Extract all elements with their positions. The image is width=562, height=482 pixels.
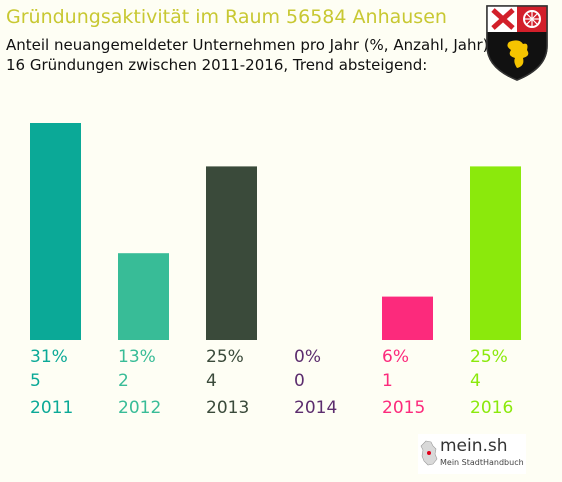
chart-title: Gründungsaktivität im Raum 56584 Anhause… (6, 6, 447, 28)
year-label-2015: 2015 (382, 398, 425, 418)
count-label-2016: 4 (470, 371, 481, 391)
percent-label-2014: 0% (294, 347, 321, 367)
count-label-2013: 4 (206, 371, 217, 391)
count-label-2011: 5 (30, 371, 41, 391)
bar-2013 (206, 166, 257, 340)
year-label-2016: 2016 (470, 398, 513, 418)
percent-label-2012: 13% (118, 347, 156, 367)
year-label-2013: 2013 (206, 398, 249, 418)
year-label-2014: 2014 (294, 398, 337, 418)
year-label-2011: 2011 (30, 398, 73, 418)
percent-label-2011: 31% (30, 347, 68, 367)
count-label-2012: 2 (118, 371, 129, 391)
logo-tagline: Mein StadtHandbuch (440, 458, 524, 467)
coat-of-arms-icon (486, 5, 548, 81)
bar-2011 (30, 123, 81, 340)
percent-label-2016: 25% (470, 347, 508, 367)
chart-subtitle-line2: 16 Gründungen zwischen 2011-2016, Trend … (6, 56, 428, 74)
bar-2015 (382, 296, 433, 340)
percent-label-2015: 6% (382, 347, 409, 367)
bar-2016 (470, 166, 521, 340)
year-label-2012: 2012 (118, 398, 161, 418)
percent-label-2013: 25% (206, 347, 244, 367)
count-label-2014: 0 (294, 371, 305, 391)
bar-2012 (118, 253, 169, 340)
chart-subtitle-line1: Anteil neuangemeldeter Unternehmen pro J… (6, 36, 489, 54)
germany-map-icon (420, 440, 438, 466)
logo-name: mein.sh (440, 436, 508, 456)
mein-sh-logo: mein.sh Mein StadtHandbuch (418, 434, 526, 474)
count-label-2015: 1 (382, 371, 393, 391)
